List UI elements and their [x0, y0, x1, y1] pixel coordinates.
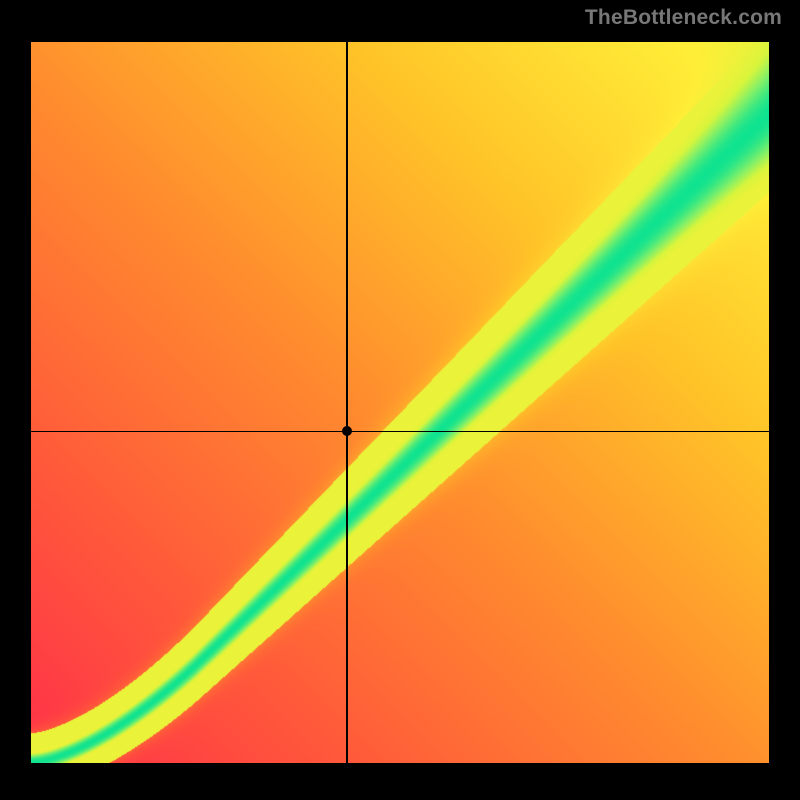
crosshair-marker: [342, 426, 352, 436]
plot-inner: [31, 42, 769, 763]
heatmap-canvas: [31, 42, 769, 763]
chart-container: { "watermark": { "text": "TheBottleneck.…: [0, 0, 800, 800]
watermark-text: TheBottleneck.com: [585, 6, 782, 30]
plot-frame: [24, 35, 776, 770]
crosshair-vertical: [346, 42, 348, 763]
crosshair-horizontal: [31, 431, 769, 433]
